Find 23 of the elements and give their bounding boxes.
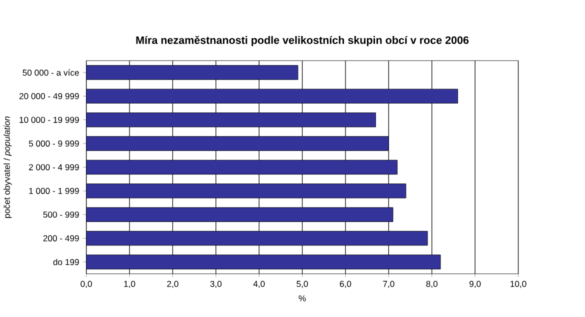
- x-tick-label: 2,0: [167, 281, 178, 288]
- y-tick-label: 10 000 - 19 999: [20, 116, 79, 124]
- y-tick-label: 20 000 - 49 999: [19, 93, 79, 100]
- x-tick-label: 10,0: [510, 281, 526, 288]
- y-tick-label: 200 - 499: [43, 235, 79, 242]
- x-tick-label: 3,0: [210, 281, 222, 288]
- y-tick-label: do 199: [53, 258, 79, 266]
- x-tick-label: 8,0: [426, 281, 438, 288]
- y-tick-label: 1 000 - 1 999: [29, 188, 79, 194]
- y-tick-label: 50 000 - a více: [22, 69, 79, 76]
- y-tick-label: 2 000 - 4 999: [29, 164, 79, 170]
- x-tick-label: 0,0: [80, 281, 92, 288]
- chart-title: Míra nezaměstnanosti podle velikostních skupin obcí v roce 2006: [136, 36, 469, 46]
- x-tick-label: 4,0: [253, 281, 265, 288]
- x-tick-label: 7,0: [383, 281, 394, 288]
- x-tick-label: 9,0: [469, 281, 481, 288]
- y-axis-title: počet obyvatel / population: [4, 116, 12, 218]
- y-tick-label: 500 - 999: [43, 212, 79, 218]
- x-tick-label: 5,0: [296, 281, 308, 288]
- y-tick-label: 5 000 - 9 999: [28, 140, 79, 147]
- x-tick-label: 6,0: [340, 281, 352, 288]
- x-axis-title: %: [298, 296, 306, 302]
- x-tick-label: 1,0: [124, 281, 136, 288]
